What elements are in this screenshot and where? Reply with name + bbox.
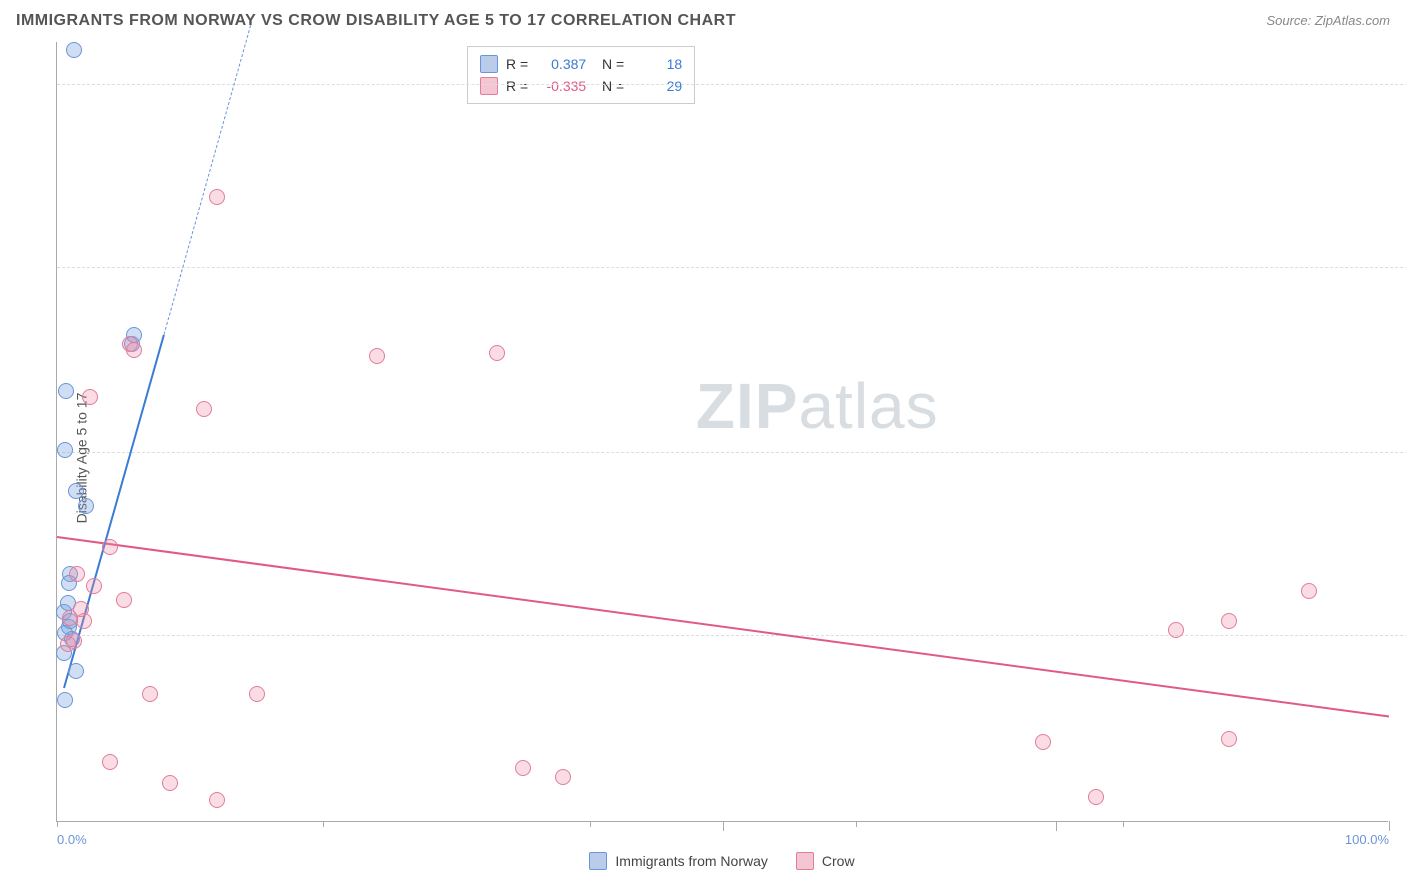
gridline (57, 635, 1406, 636)
scatter-point (489, 345, 505, 361)
watermark-rest: atlas (798, 370, 938, 442)
gridline (57, 267, 1406, 268)
x-axis-label: 100.0% (1345, 832, 1389, 847)
scatter-point (1088, 789, 1104, 805)
x-tick-major (723, 821, 724, 831)
scatter-plot-area: ZIPatlas R = 0.387 N = 18 R = -0.335 N =… (56, 42, 1388, 822)
gridline (57, 84, 1406, 85)
legend-label-1: Immigrants from Norway (615, 853, 767, 869)
scatter-point (1035, 734, 1051, 750)
series-1-swatch-icon (480, 55, 498, 73)
scatter-point (209, 189, 225, 205)
legend-item-2: Crow (796, 852, 855, 870)
scatter-point (78, 498, 94, 514)
scatter-point (1221, 613, 1237, 629)
scatter-point (86, 578, 102, 594)
scatter-point (555, 769, 571, 785)
scatter-point (1301, 583, 1317, 599)
scatter-point (68, 483, 84, 499)
scatter-point (57, 442, 73, 458)
stats-row-series-2: R = -0.335 N = 29 (480, 75, 682, 97)
gridline (57, 452, 1406, 453)
x-tick-major (1389, 821, 1390, 831)
x-tick-major (1056, 821, 1057, 831)
r-label: R = (506, 56, 528, 72)
scatter-point (66, 42, 82, 58)
scatter-point (116, 592, 132, 608)
scatter-point (73, 601, 89, 617)
scatter-point (1168, 622, 1184, 638)
source-credit: Source: ZipAtlas.com (1266, 13, 1390, 28)
trend-line-extension (163, 26, 251, 335)
stats-row-series-1: R = 0.387 N = 18 (480, 53, 682, 75)
r-label: R = (506, 78, 528, 94)
scatter-point (1221, 731, 1237, 747)
scatter-point (69, 566, 85, 582)
chart-header: IMMIGRANTS FROM NORWAY VS CROW DISABILIT… (8, 8, 1398, 38)
legend-swatch-1-icon (589, 852, 607, 870)
scatter-point (102, 539, 118, 555)
scatter-point (515, 760, 531, 776)
legend-swatch-2-icon (796, 852, 814, 870)
x-tick (323, 821, 324, 827)
x-tick (856, 821, 857, 827)
x-axis-label: 0.0% (57, 832, 87, 847)
scatter-point (162, 775, 178, 791)
x-tick (57, 821, 58, 827)
chart-title: IMMIGRANTS FROM NORWAY VS CROW DISABILIT… (16, 12, 736, 30)
scatter-point (126, 342, 142, 358)
n-label: N = (594, 78, 624, 94)
scatter-point (249, 686, 265, 702)
scatter-point (68, 663, 84, 679)
scatter-point (60, 636, 76, 652)
scatter-point (142, 686, 158, 702)
scatter-point (102, 754, 118, 770)
watermark-bold: ZIP (696, 370, 799, 442)
chart-container: Disability Age 5 to 17 ZIPatlas R = 0.38… (8, 38, 1398, 878)
scatter-point (58, 383, 74, 399)
scatter-point (57, 692, 73, 708)
bottom-legend: Immigrants from Norway Crow (56, 852, 1388, 870)
series-2-swatch-icon (480, 77, 498, 95)
series-1-n-value: 18 (632, 56, 682, 72)
scatter-point (196, 401, 212, 417)
legend-label-2: Crow (822, 853, 855, 869)
series-2-n-value: 29 (632, 78, 682, 94)
series-2-r-value: -0.335 (536, 78, 586, 94)
x-tick (1123, 821, 1124, 827)
stats-legend-box: R = 0.387 N = 18 R = -0.335 N = 29 (467, 46, 695, 104)
scatter-point (82, 389, 98, 405)
scatter-point (369, 348, 385, 364)
legend-item-1: Immigrants from Norway (589, 852, 767, 870)
n-label: N = (594, 56, 624, 72)
scatter-point (209, 792, 225, 808)
x-tick (590, 821, 591, 827)
watermark: ZIPatlas (696, 369, 939, 443)
series-1-r-value: 0.387 (536, 56, 586, 72)
